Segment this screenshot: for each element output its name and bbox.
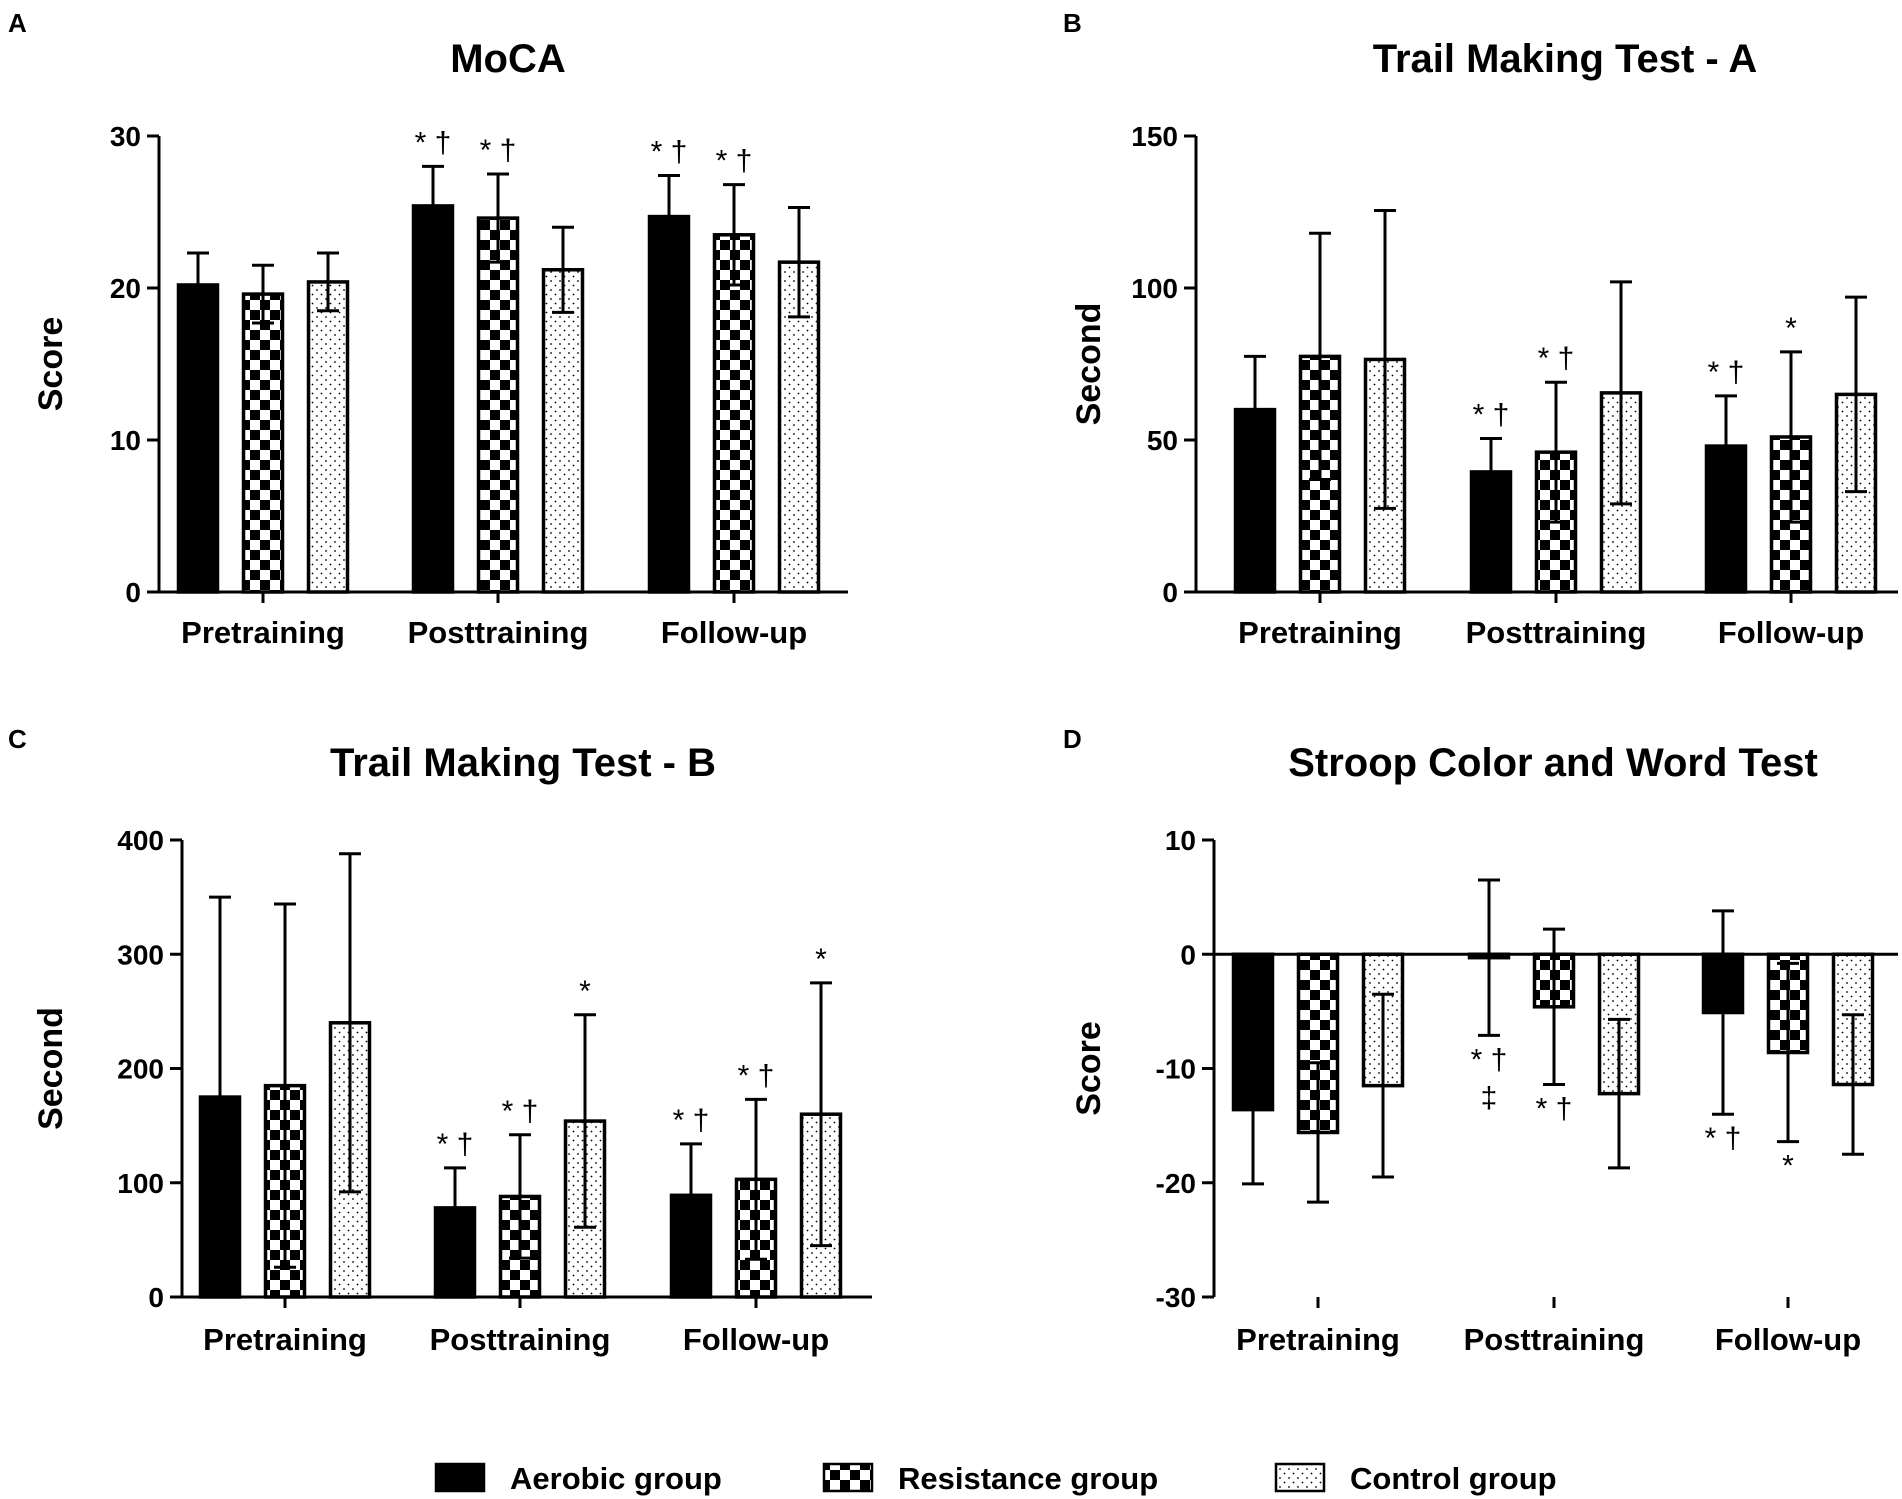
significance-marker: * † [1705,1122,1742,1155]
significance-marker: * † [1473,398,1510,431]
significance-marker: * † [716,145,753,178]
significance-marker: * † [502,1095,539,1128]
category-label: Follow-up [661,615,807,650]
legend-swatch-aerobic [434,1462,486,1493]
bar-aerobic [647,214,691,594]
category-label: Posttraining [1464,1322,1645,1357]
y-tick-label: 0 [125,577,141,608]
panel-letter: C [8,724,27,754]
legend-label-resistance: Resistance group [898,1461,1158,1496]
y-tick-label: 0 [1180,939,1196,970]
panel-letter: A [8,8,27,38]
legend: Aerobic group Resistance group Control gro… [434,1461,1557,1496]
y-tick-label: 0 [148,1282,164,1313]
bar-resistance [241,292,285,594]
y-axis-label: Second [32,1007,70,1130]
y-tick-label: 100 [117,1168,164,1199]
significance-marker: * [579,975,591,1008]
panel-a: A MoCA Score 0 10 20 30 * † * † * † * † Pretraining… [8,8,848,650]
legend-swatch-resistance [822,1462,874,1493]
significance-marker: * † [415,126,452,159]
bar-aerobic [176,283,220,594]
category-label: Follow-up [683,1322,829,1357]
category-label: Pretraining [203,1322,367,1357]
chart-title: Trail Making Test - A [1373,37,1758,81]
y-axis-label: Score [32,317,70,412]
significance-marker: * [1782,1150,1794,1183]
y-tick-label: -30 [1156,1282,1196,1313]
y-tick-label: 50 [1147,425,1178,456]
category-label: Follow-up [1715,1322,1861,1357]
y-tick-label: 400 [117,825,164,856]
bar-control [541,268,585,594]
category-label: Posttraining [1466,615,1647,650]
y-tick-label: -10 [1156,1054,1196,1085]
bar-resistance [476,216,520,594]
significance-marker: * † [738,1059,775,1092]
y-axis-label: Second [1070,303,1108,426]
y-tick-label: 10 [110,425,141,456]
bar-resistance [712,233,756,594]
chart-title: MoCA [450,37,566,81]
panel-letter: B [1063,8,1082,38]
category-label: Pretraining [1238,615,1402,650]
y-tick-label: 30 [110,121,141,152]
category-label: Posttraining [430,1322,611,1357]
y-tick-label: -20 [1156,1168,1196,1199]
legend-label-control: Control group [1350,1461,1557,1496]
chart-title: Trail Making Test - B [330,741,716,785]
category-label: Follow-up [1718,615,1864,650]
panel-letter: D [1063,724,1082,754]
y-tick-label: 0 [1162,577,1178,608]
bar-control [306,280,350,594]
y-tick-label: 100 [1131,273,1178,304]
y-axis-label: Score [1070,1021,1108,1116]
category-label: Pretraining [181,615,345,650]
significance-marker: * † [673,1104,710,1137]
panel-c: C Trail Making Test - B Second 0 100 200 300 40… [8,724,872,1357]
chart-title: Stroop Color and Word Test [1288,741,1818,785]
significance-marker: * † [1708,356,1745,389]
category-label: Pretraining [1236,1322,1400,1357]
y-tick-label: 10 [1165,825,1196,856]
panel-b: B Trail Making Test - A Second 0 50 100 150 * †… [1063,8,1898,650]
significance-marker: * † [1471,1043,1508,1076]
legend-label-aerobic: Aerobic group [510,1461,722,1496]
significance-marker: * † [480,134,517,167]
panel-d: D Stroop Color and Word Test Score -30 -20 -1… [1063,724,1898,1357]
y-tick-label: 200 [117,1054,164,1085]
y-tick-label: 150 [1131,121,1178,152]
significance-marker: * [1785,312,1797,345]
significance-marker: * † [1538,342,1575,375]
significance-marker: ‡ [1481,1081,1498,1114]
significance-marker: * † [437,1128,474,1161]
bar-aerobic [411,204,455,594]
significance-marker: * [815,943,827,976]
legend-swatch-control [1274,1462,1326,1493]
y-tick-label: 300 [117,939,164,970]
y-tick-label: 20 [110,273,141,304]
significance-marker: * † [1536,1092,1573,1125]
category-label: Posttraining [408,615,589,650]
significance-marker: * † [651,136,688,169]
